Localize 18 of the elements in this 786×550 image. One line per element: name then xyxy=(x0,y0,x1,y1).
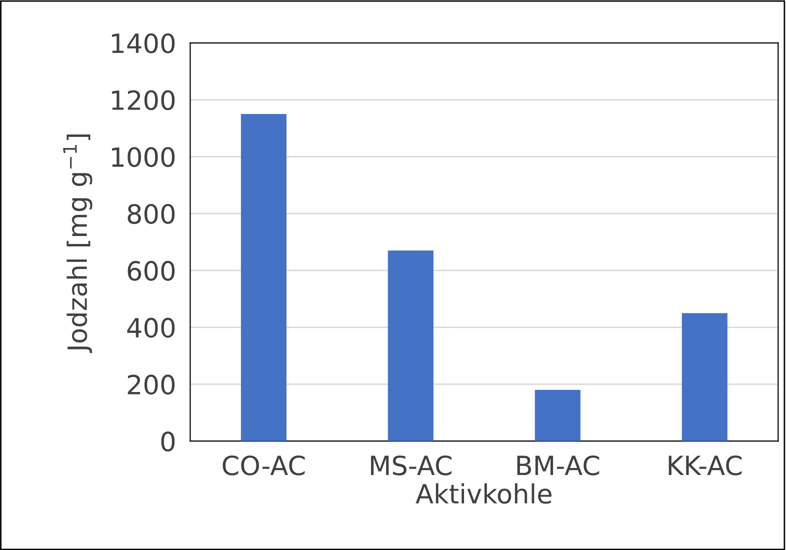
x-axis-title: Aktivkohle xyxy=(416,483,552,504)
bar xyxy=(682,313,728,442)
y-tick-label: 400 xyxy=(127,318,175,338)
y-tick-label: 1400 xyxy=(112,33,175,54)
y-tick-label: 0 xyxy=(161,432,175,452)
bar xyxy=(534,390,580,442)
y-tick-label: 1200 xyxy=(112,90,175,110)
x-tick-label: MS-AC xyxy=(371,455,452,476)
y-tick-label: 600 xyxy=(128,260,175,281)
bar xyxy=(240,114,286,442)
y-tick-label: 1000 xyxy=(112,147,175,168)
bar xyxy=(388,250,434,442)
x-tick-label: KK-AC xyxy=(668,455,742,476)
x-tick-label: CO-AC xyxy=(222,455,305,476)
x-tick-label: BM-AC xyxy=(517,455,600,476)
y-axis-title: Jodzahl [mg g$^{−1}$] xyxy=(63,134,92,354)
y-tick-label: 800 xyxy=(128,204,175,224)
y-tick-label: 200 xyxy=(128,374,175,395)
